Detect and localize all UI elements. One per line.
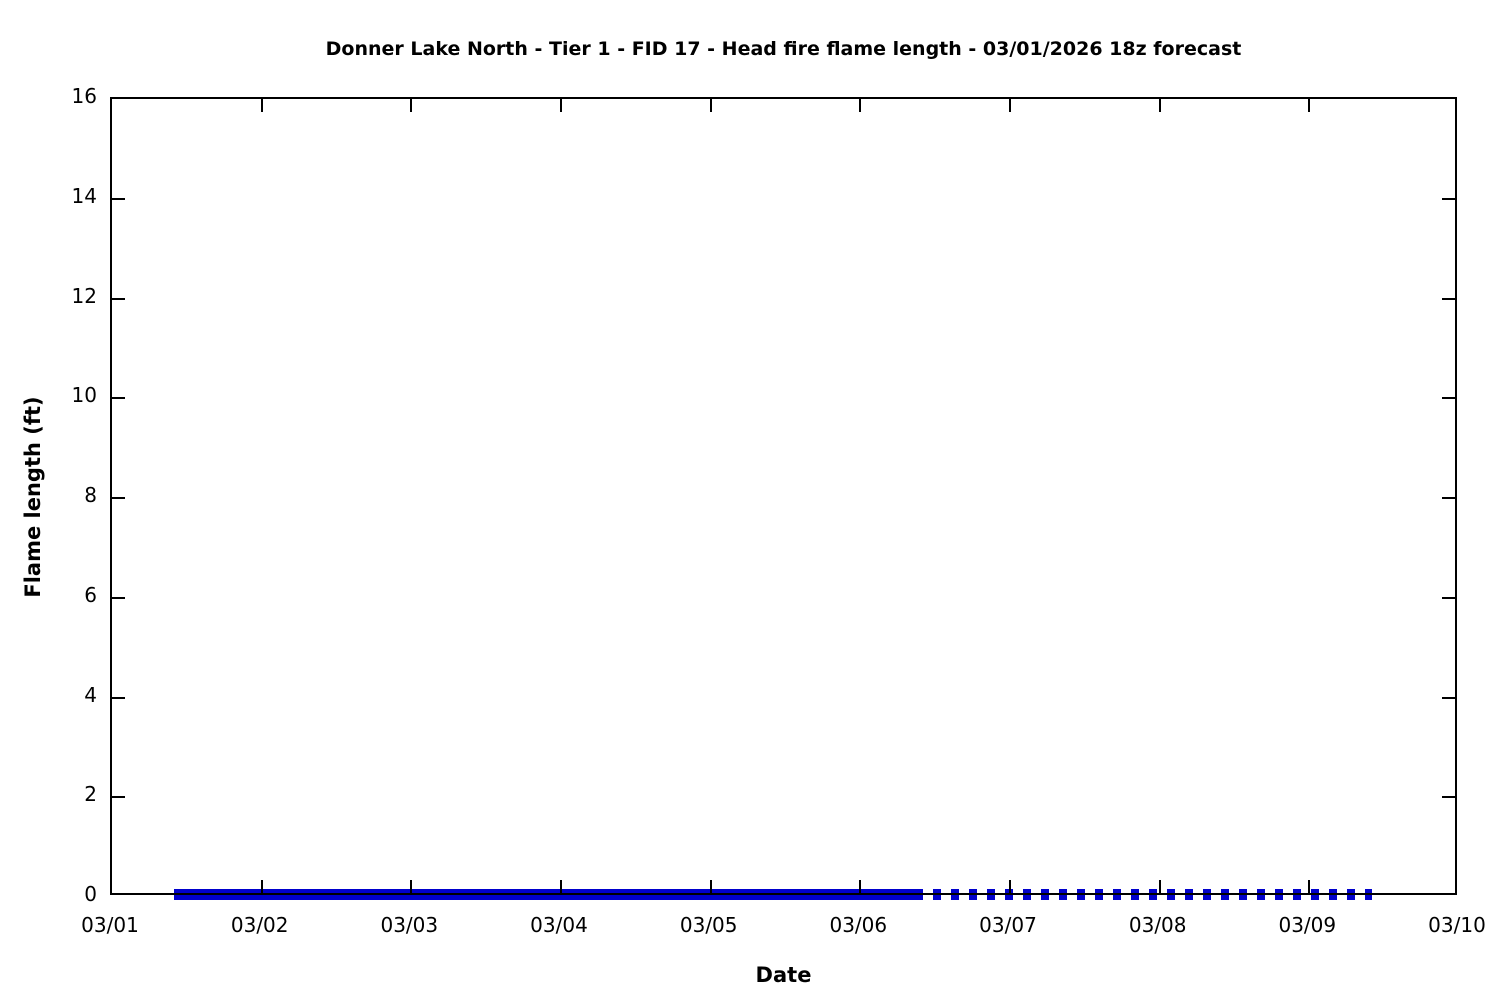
x-tick-mark [859,880,862,893]
x-tick-label: 03/04 [530,913,588,937]
y-tick-label: 2 [84,782,97,807]
x-tick-mark [260,99,263,112]
y-tick-label: 0 [84,881,97,906]
x-tick-label: 03/01 [81,913,139,937]
x-tick-mark [1308,99,1311,112]
plot-area [110,97,1457,900]
y-tick-label: 14 [71,183,97,208]
x-tick-mark [1158,99,1161,112]
y-tick-label: 12 [71,283,97,308]
y-tick-label: 6 [84,582,97,607]
x-tick-label: 03/09 [1278,913,1337,937]
y-tick-label: 10 [71,383,97,408]
y-tick-label: 16 [71,83,97,108]
y-tick-mark [112,596,125,599]
y-tick-mark [112,696,125,699]
x-tick-mark [709,880,712,893]
y-tick-mark [112,796,125,799]
x-tick-label: 03/08 [1128,913,1187,937]
x-tick-mark [1009,99,1011,112]
x-axis-label: Date [755,963,812,987]
x-axis-line [110,893,1457,895]
x-tick-label: 03/06 [829,913,888,937]
x-tick-mark [560,880,562,893]
x-tick-label: 03/07 [979,913,1037,937]
y-tick-mark [1442,397,1455,400]
y-tick-label: 4 [84,682,97,707]
y-tick-mark [1442,297,1455,300]
x-tick-mark [560,99,562,112]
x-tick-mark [1308,880,1311,893]
y-tick-label: 8 [84,482,97,507]
x-tick-mark [1009,880,1011,893]
y-tick-mark [1442,596,1455,599]
x-tick-label: 03/02 [230,913,289,937]
x-tick-label: 03/05 [679,913,738,937]
x-tick-label: 03/10 [1428,913,1486,937]
y-tick-mark [1442,197,1455,200]
x-tick-mark [1158,880,1161,893]
y-tick-mark [1442,696,1455,699]
chart-title: Donner Lake North - Tier 1 - FID 17 - He… [325,38,1242,60]
x-tick-mark [709,99,712,112]
x-tick-mark [410,99,413,112]
x-tick-mark [260,880,263,893]
y-tick-mark [1442,497,1455,499]
y-tick-mark [112,297,125,300]
x-tick-mark [410,880,413,893]
y-tick-mark [112,197,125,200]
x-tick-mark [859,99,862,112]
y-tick-mark [112,497,125,499]
x-tick-label: 03/03 [380,913,439,937]
y-tick-mark [1442,796,1455,799]
y-tick-mark [112,397,125,400]
